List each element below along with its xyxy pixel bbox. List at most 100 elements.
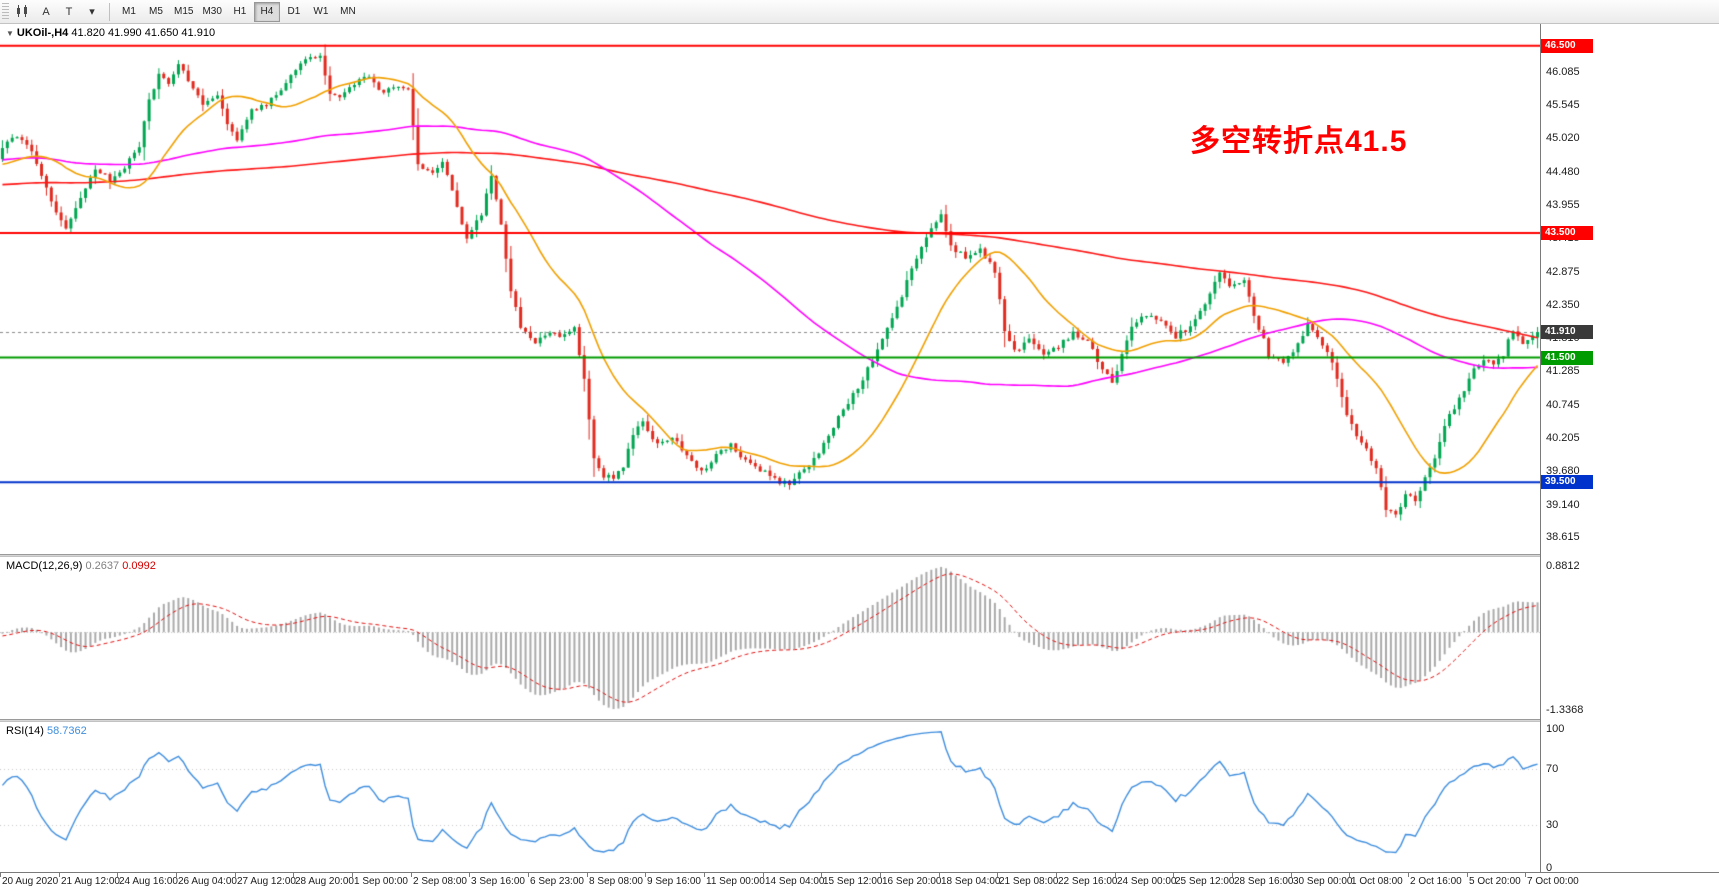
price-axis-label: 38.615 — [1546, 531, 1580, 544]
time-axis-label: 8 Sep 08:00 — [589, 876, 643, 887]
time-axis-label: 25 Sep 12:00 — [1175, 876, 1235, 887]
time-axis-label: 21 Sep 08:00 — [999, 876, 1059, 887]
time-axis-tick — [763, 873, 764, 877]
price-axis-label: 42.350 — [1546, 298, 1580, 311]
chart-type-icon[interactable] — [12, 2, 34, 22]
time-axis-label: 26 Aug 04:00 — [178, 876, 237, 887]
time-axis-tick — [1467, 873, 1468, 877]
time-axis-label: 30 Sep 00:00 — [1293, 876, 1353, 887]
symbol-name: UKOil-,H4 — [16, 27, 69, 39]
time-axis-tick — [411, 873, 412, 877]
rsi-value: 58.7362 — [46, 725, 87, 737]
time-axis-label: 28 Sep 16:00 — [1234, 876, 1294, 887]
macd-value-main: 0.2637 — [85, 560, 120, 572]
time-axis-tick — [821, 873, 822, 877]
macd-axis-min-label: -1.3368 — [1546, 704, 1584, 716]
time-axis-label: 16 Sep 20:00 — [882, 876, 942, 887]
toolbar-grip[interactable] — [2, 2, 9, 21]
objects-dropdown-button[interactable]: ▾ — [81, 2, 103, 22]
time-axis-tick — [293, 873, 294, 877]
price-axis-label: 40.745 — [1546, 398, 1580, 411]
time-axis-label: 15 Sep 12:00 — [823, 876, 883, 887]
timeframe-d1-button[interactable]: D1 — [281, 2, 307, 22]
macd-value-signal: 0.0992 — [122, 560, 156, 572]
time-axis-label: 1 Oct 08:00 — [1351, 876, 1403, 887]
rsi-label: RSI(14) 58.7362 — [6, 725, 87, 737]
time-axis-tick — [469, 873, 470, 877]
cursor-tool-button[interactable]: A — [35, 2, 57, 22]
price-axis-label: 46.085 — [1546, 65, 1580, 78]
time-axis-tick — [117, 873, 118, 877]
time-axis-label: 24 Aug 16:00 — [119, 876, 178, 887]
rsi-axis-label: 70 — [1546, 762, 1559, 775]
macd-label: MACD(12,26,9) 0.2637 0.0992 — [6, 560, 156, 572]
time-axis-label: 7 Oct 00:00 — [1527, 876, 1579, 887]
time-axis-tick — [1232, 873, 1233, 877]
price-axis-label: 42.875 — [1546, 265, 1580, 278]
toolbar: A T ▾ M1 M5 M15 M30 H1 H4 D1 W1 MN — [0, 0, 1719, 24]
time-axis-label: 20 Aug 2020 — [2, 876, 59, 887]
timeframe-m5-button[interactable]: M5 — [143, 2, 169, 22]
rsi-axis-label: 0 — [1546, 862, 1553, 874]
price-level-tag: 43.500 — [1541, 225, 1593, 240]
time-axis-label: 9 Sep 16:00 — [647, 876, 701, 887]
candlestick-chart-icon — [17, 5, 27, 17]
price-level-tag: 41.500 — [1541, 350, 1593, 365]
price-level-tag: 46.500 — [1541, 38, 1593, 53]
rsi-axis-label: 30 — [1546, 819, 1559, 832]
price-axis-label: 44.480 — [1546, 165, 1580, 178]
time-axis-tick — [176, 873, 177, 877]
timeframe-mn-button[interactable]: MN — [335, 2, 361, 22]
time-axis-tick — [0, 873, 1, 877]
macd-canvas[interactable] — [0, 557, 1540, 719]
timeframe-w1-button[interactable]: W1 — [308, 2, 334, 22]
chart-annotation-text[interactable]: 多空转折点41.5 — [1190, 125, 1408, 158]
macd-axis-max-label: 0.8812 — [1546, 560, 1580, 572]
timeframe-h1-button[interactable]: H1 — [227, 2, 253, 22]
time-axis-tick — [997, 873, 998, 877]
timeframe-h4-button[interactable]: H4 — [253, 1, 280, 22]
time-axis-tick — [1525, 873, 1526, 877]
time-axis-label: 5 Oct 20:00 — [1469, 876, 1521, 887]
price-axis-label: 45.545 — [1546, 99, 1580, 112]
time-axis-label: 2 Sep 08:00 — [413, 876, 467, 887]
time-axis-tick — [939, 873, 940, 877]
collapse-icon[interactable]: ▼ — [6, 29, 14, 38]
pane-separator[interactable] — [0, 719, 1719, 722]
rsi-canvas[interactable] — [0, 722, 1540, 872]
time-axis-label: 6 Sep 23:00 — [530, 876, 584, 887]
price-axis-label: 40.205 — [1546, 432, 1580, 445]
pane-separator[interactable] — [0, 554, 1719, 557]
time-axis-tick — [1349, 873, 1350, 877]
rsi-name: RSI(14) — [6, 725, 44, 737]
time-axis-tick — [235, 873, 236, 877]
timeframe-m15-button[interactable]: M15 — [170, 2, 197, 22]
symbol-ohlc-label: ▼ UKOil-,H4 41.820 41.990 41.650 41.910 — [6, 27, 215, 39]
time-axis-label: 27 Aug 12:00 — [237, 876, 296, 887]
time-axis-tick — [352, 873, 353, 877]
time-axis-tick — [880, 873, 881, 877]
time-axis-tick — [1408, 873, 1409, 877]
time-axis-tick — [645, 873, 646, 877]
time-axis-label: 3 Sep 16:00 — [471, 876, 525, 887]
chart-area: ▼ UKOil-,H4 41.820 41.990 41.650 41.910 多… — [0, 24, 1719, 890]
price-level-tag: 39.500 — [1541, 475, 1593, 490]
time-axis-label: 28 Aug 20:00 — [295, 876, 354, 887]
timeframe-m1-button[interactable]: M1 — [116, 2, 142, 22]
time-axis-label: 11 Sep 00:00 — [706, 876, 765, 887]
ohlc-values: 41.820 41.990 41.650 41.910 — [71, 27, 216, 39]
toolbar-separator — [109, 2, 110, 21]
time-axis-tick — [587, 873, 588, 877]
price-chart-canvas[interactable] — [0, 24, 1540, 554]
time-axis-tick — [1115, 873, 1116, 877]
time-axis-label: 18 Sep 04:00 — [941, 876, 1001, 887]
current-price-tag: 41.910 — [1541, 325, 1593, 340]
price-axis-label: 45.020 — [1546, 132, 1580, 145]
timeframe-m30-button[interactable]: M30 — [198, 2, 225, 22]
time-axis-label: 22 Sep 16:00 — [1058, 876, 1118, 887]
time-axis[interactable]: 20 Aug 2020 21 Aug 12:00 24 Aug 16:00 26 Au… — [0, 872, 1719, 890]
price-axis[interactable]: 46.08545.54545.02044.48043.95543.41542.8… — [1540, 24, 1719, 874]
text-tool-button[interactable]: T — [58, 2, 80, 22]
time-axis-tick — [704, 873, 705, 877]
